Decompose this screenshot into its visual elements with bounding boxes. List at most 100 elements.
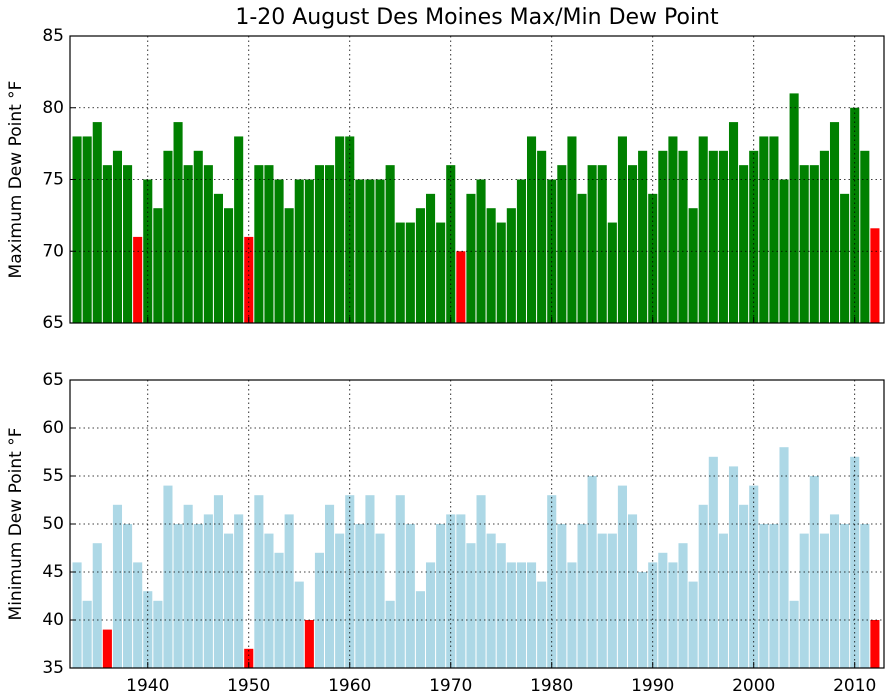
bar — [769, 524, 779, 668]
bar — [597, 165, 607, 323]
bar — [203, 165, 213, 323]
bar — [860, 524, 870, 668]
bar — [325, 165, 335, 323]
bar — [789, 600, 799, 668]
bar — [688, 208, 698, 323]
bar — [506, 208, 516, 323]
bar — [728, 122, 739, 323]
bar — [526, 136, 537, 323]
bar — [749, 485, 759, 668]
bar — [385, 165, 395, 323]
bar — [102, 629, 112, 668]
bar — [405, 524, 415, 668]
bar — [819, 533, 829, 668]
bar — [385, 600, 395, 668]
bar — [779, 447, 789, 668]
bar — [82, 600, 92, 668]
y-tick-label: 50 — [42, 514, 64, 534]
bar — [92, 543, 102, 668]
bar — [567, 136, 577, 323]
bar — [526, 562, 537, 668]
bar — [668, 136, 678, 323]
bar — [335, 533, 345, 668]
chart-title: 1-20 August Des Moines Max/Min Dew Point — [235, 5, 719, 30]
bar — [82, 136, 92, 323]
bar — [597, 533, 607, 668]
bar — [617, 136, 627, 323]
x-tick-label: 1950 — [227, 676, 270, 696]
bar — [213, 193, 224, 323]
bar — [739, 165, 749, 323]
plot-frame — [69, 35, 885, 324]
bar — [183, 504, 193, 668]
bar — [840, 193, 850, 323]
bar — [870, 620, 880, 668]
bar — [678, 150, 688, 323]
bar — [112, 504, 123, 668]
bar — [496, 543, 506, 668]
bar — [850, 456, 860, 668]
bar — [284, 514, 294, 668]
bar — [567, 562, 577, 668]
bar — [274, 179, 284, 323]
bar — [314, 165, 324, 323]
bar — [678, 543, 688, 668]
y-tick-label: 65 — [42, 370, 64, 390]
bar — [627, 514, 638, 668]
bar — [829, 122, 840, 323]
y-tick-label: 85 — [42, 26, 64, 46]
bar — [355, 179, 365, 323]
bar — [133, 562, 143, 668]
bar — [769, 136, 779, 323]
bar — [415, 591, 425, 668]
y-tick-label: 40 — [42, 610, 64, 630]
bar — [294, 581, 304, 668]
bar — [557, 524, 567, 668]
bar — [304, 620, 314, 668]
bar — [173, 122, 183, 323]
bar — [335, 136, 345, 323]
bar — [607, 222, 617, 323]
bar — [163, 485, 173, 668]
bar — [486, 533, 496, 668]
y-tick-label: 60 — [42, 418, 64, 438]
bar — [193, 150, 203, 323]
bar — [850, 107, 860, 323]
bar — [102, 165, 112, 323]
bar — [254, 165, 264, 323]
bar — [224, 208, 234, 323]
bar — [809, 165, 819, 323]
x-tick-label: 1960 — [328, 676, 371, 696]
bar — [607, 533, 617, 668]
bar — [759, 136, 769, 323]
bar — [395, 222, 405, 323]
bar — [718, 533, 728, 668]
bar — [547, 495, 557, 668]
y-axis-label: Maximum Dew Point °F — [6, 81, 26, 279]
y-tick-label: 75 — [42, 170, 64, 190]
bar — [92, 122, 102, 323]
bar — [274, 552, 284, 668]
bar — [739, 504, 749, 668]
bar — [728, 466, 739, 668]
bar — [486, 208, 496, 323]
y-tick-label: 45 — [42, 562, 64, 582]
bar — [72, 136, 82, 323]
bar — [577, 193, 587, 323]
bar — [264, 165, 274, 323]
bar — [496, 222, 506, 323]
bar — [193, 524, 203, 668]
bar — [577, 524, 587, 668]
bar — [749, 150, 759, 323]
bar — [234, 136, 244, 323]
bar — [234, 514, 244, 668]
bar — [436, 524, 446, 668]
x-tick-label: 2000 — [732, 676, 775, 696]
x-tick-label: 1940 — [126, 676, 169, 696]
y-tick-label: 70 — [42, 241, 64, 261]
bar — [638, 150, 648, 323]
bar — [224, 533, 234, 668]
bar — [819, 150, 829, 323]
x-tick-label: 1970 — [429, 676, 472, 696]
